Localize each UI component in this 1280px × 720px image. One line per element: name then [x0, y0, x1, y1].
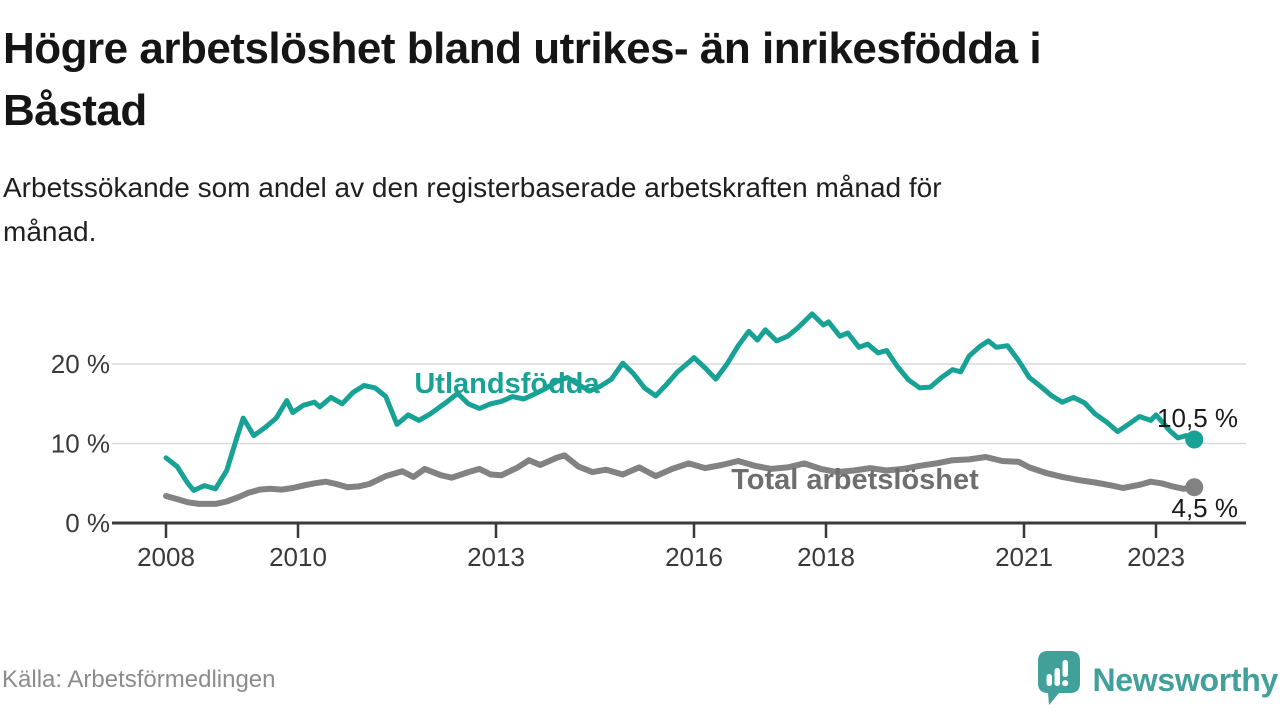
y-tick-label-20: 20 % [51, 349, 110, 379]
page-title: Högre arbetslöshet bland utrikes- än inr… [3, 18, 1042, 141]
chart-subtitle-line1: Arbetssökande som andel av den registerb… [3, 172, 942, 203]
page-title-line1: Högre arbetslöshet bland utrikes- än inr… [3, 24, 1042, 73]
x-tick-label-2008: 2008 [137, 542, 195, 572]
series-line-total [163, 452, 1198, 507]
bar-chart-speech-bubble-icon [1037, 651, 1080, 705]
series-label-total: Total arbetslöshet [731, 464, 979, 496]
series-line-utlandsfodda [163, 311, 1197, 493]
y-tick-label-0: 0 % [65, 508, 110, 538]
x-tick-label-2018: 2018 [797, 542, 855, 572]
series-end-dot-utlandsfodda [1185, 430, 1204, 449]
x-tick-label-2016: 2016 [665, 542, 723, 572]
x-tick-label-2021: 2021 [995, 542, 1053, 572]
newsworthy-logo: Newsworthy [1037, 650, 1279, 708]
y-tick-label-10: 10 % [51, 429, 110, 459]
x-tick-label-2013: 2013 [467, 542, 525, 572]
x-tick-label-2010: 2010 [269, 542, 327, 572]
series-end-value-total: 4,5 % [1172, 493, 1239, 523]
series-label-utlandsfodda: Utlandsfödda [414, 368, 600, 400]
chart-subtitle-line2: månad. [3, 215, 97, 247]
page-title-line2: Båstad [3, 85, 147, 135]
series-end-value-utlandsfodda: 10,5 % [1157, 403, 1238, 433]
x-tick-label-2023: 2023 [1127, 542, 1185, 572]
newsworthy-wordmark: Newsworthy [1092, 662, 1279, 698]
series-end-dot-total [1185, 478, 1204, 497]
source-note: Källa: Arbetsförmedlingen [2, 666, 276, 693]
chart-subtitle: Arbetssökande som andel av den registerb… [3, 166, 942, 254]
